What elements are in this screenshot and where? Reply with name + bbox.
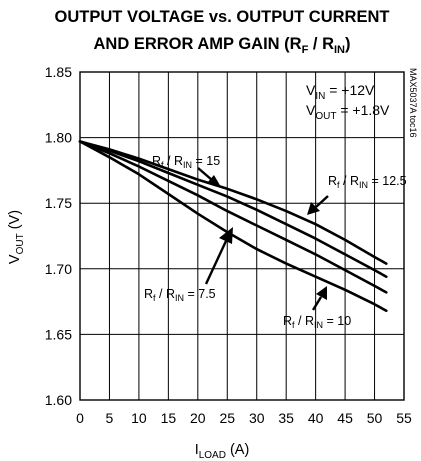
figure-id-label: MAX5037A toc16 (408, 68, 418, 138)
y-axis-ticks: 1.60 1.65 1.70 1.75 1.80 1.85 (45, 64, 72, 408)
chart-title-line-2: AND ERROR AMP GAIN (RF / RIN) (94, 35, 351, 56)
x-tick-label: 50 (367, 410, 383, 426)
x-tick-label: 35 (278, 410, 294, 426)
y-tick-label: 1.65 (45, 326, 72, 342)
x-tick-label: 20 (190, 410, 206, 426)
chart-title-line-1: OUTPUT VOLTAGE vs. OUTPUT CURRENT (55, 8, 390, 26)
y-tick-label: 1.85 (45, 64, 72, 80)
y-tick-label: 1.70 (45, 261, 72, 277)
arrow-series-7-5 (204, 227, 233, 285)
series-line-0 (78, 140, 388, 265)
condition-vout: VOUT = +1.8V (306, 102, 390, 122)
x-tick-label: 25 (219, 410, 235, 426)
label-series-10: Rf / RIN = 10 (283, 314, 351, 330)
grid (79, 71, 405, 401)
series-line-1 (78, 140, 388, 279)
x-tick-label: 40 (308, 410, 324, 426)
x-tick-label: 30 (249, 410, 265, 426)
plot-frame (79, 71, 405, 401)
y-tick-label: 1.80 (45, 130, 72, 146)
series-line-3 (78, 140, 388, 313)
x-axis-label: ILOAD (A) (195, 442, 250, 461)
series-line-2 (78, 140, 388, 294)
x-axis-ticks: 0 5 10 15 20 25 30 35 40 45 50 55 (76, 410, 412, 426)
y-tick-label: 1.75 (45, 195, 72, 211)
arrow-series-15 (197, 167, 221, 187)
label-series-7-5: Rf / RIN = 7.5 (144, 287, 216, 303)
x-tick-label: 5 (106, 410, 114, 426)
y-tick-label: 1.60 (45, 392, 72, 408)
x-tick-label: 0 (76, 410, 84, 426)
y-axis-label: VOUT (V) (7, 210, 26, 264)
arrow-series-12-5 (307, 195, 329, 215)
condition-vin: VIN = +12V (306, 82, 375, 102)
x-tick-label: 10 (131, 410, 147, 426)
x-tick-label: 55 (396, 410, 412, 426)
label-series-12-5: Rf / RIN = 12.5 (328, 174, 407, 190)
label-series-15: Rf / RIN = 15 (152, 154, 220, 170)
x-tick-label: 15 (161, 410, 177, 426)
series-lines (78, 140, 388, 313)
x-tick-label: 45 (337, 410, 353, 426)
arrow-series-10 (311, 286, 327, 311)
